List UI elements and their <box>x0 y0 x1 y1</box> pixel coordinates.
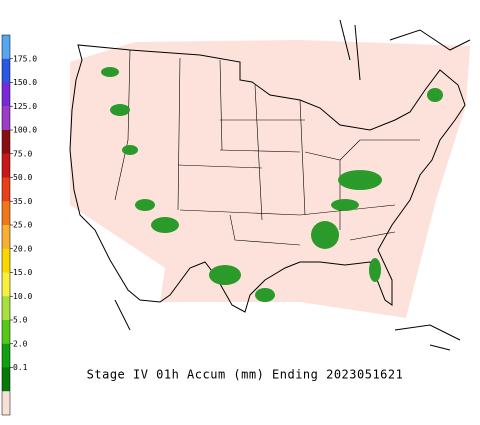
legend-swatch <box>2 391 10 416</box>
legend-swatch <box>2 106 10 131</box>
legend-label: 20.0 <box>13 244 32 253</box>
legend-swatch <box>2 130 10 154</box>
legend-swatch <box>2 343 10 368</box>
coast-outlines <box>114 19 471 351</box>
legend-swatch <box>2 367 10 392</box>
legend-label: 5.0 <box>13 316 28 325</box>
legend-label: 25.0 <box>13 221 32 230</box>
precip-area <box>311 221 339 249</box>
precip-area <box>101 67 119 77</box>
legend-swatch <box>2 272 10 297</box>
legend: 175.0 150.0 125.0 100.0 75.0 50.0 35.0 25.0 20.0… <box>1 34 37 416</box>
legend-label: 15.0 <box>13 268 32 277</box>
precip-area <box>110 104 130 116</box>
legend-swatch <box>2 320 10 344</box>
legend-label: 125.0 <box>13 102 37 111</box>
legend-label: 75.0 <box>13 149 32 158</box>
legend-swatch <box>2 82 10 107</box>
map-title: Stage IV 01h Accum (mm) Ending 202305162… <box>87 368 404 382</box>
legend-swatch <box>2 177 10 202</box>
precip-area <box>331 199 359 211</box>
legend-label: 150.0 <box>13 78 37 87</box>
precip-area <box>427 88 443 102</box>
legend-swatch <box>2 296 10 321</box>
legend-swatch <box>2 225 10 249</box>
precip-area <box>135 199 155 211</box>
legend-swatch <box>2 35 10 59</box>
analysis-domain <box>70 40 470 318</box>
legend-label: 50.0 <box>13 173 32 182</box>
legend-label: 175.0 <box>13 54 37 63</box>
precip-areas <box>101 67 443 302</box>
precip-area <box>122 145 138 155</box>
precip-area <box>255 288 275 302</box>
legend-label: 0.1 <box>13 363 28 372</box>
precip-area <box>369 258 381 282</box>
legend-label: 35.0 <box>13 197 32 206</box>
legend-label: 10.0 <box>13 292 32 301</box>
us-outline <box>69 44 466 313</box>
legend-swatch <box>2 58 10 83</box>
precip-area <box>338 170 382 190</box>
precip-area <box>209 265 241 285</box>
legend-swatch <box>2 248 10 273</box>
legend-label: 100.0 <box>13 126 37 135</box>
legend-swatch <box>2 201 10 226</box>
legend-swatch <box>2 153 10 178</box>
legend-label: 2.0 <box>13 339 28 348</box>
precip-area <box>151 217 179 233</box>
